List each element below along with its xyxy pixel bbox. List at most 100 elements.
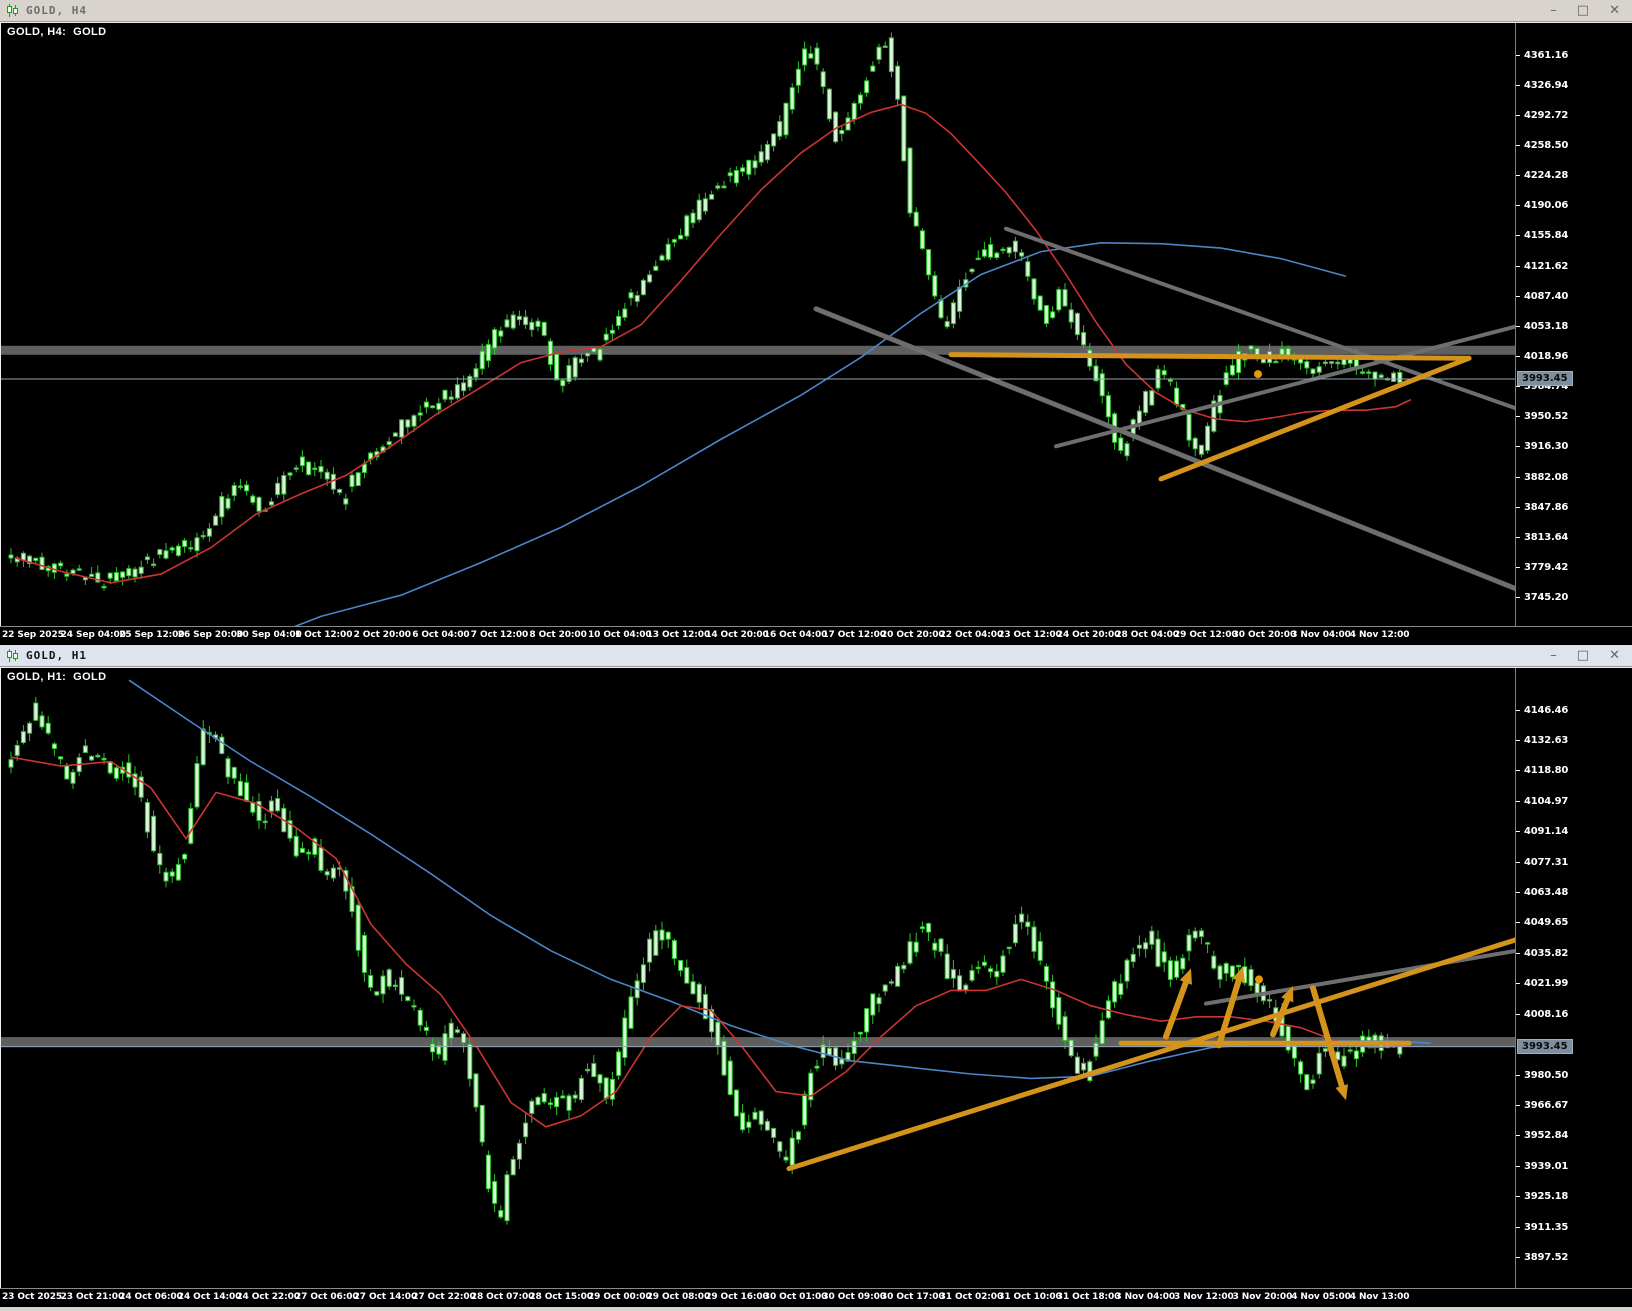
- price-tick: 4146.46: [1516, 704, 1568, 716]
- chart-window-h4: GOLD, H4 – □ ✕ GOLD, H4: GOLD 4361.16 432…: [0, 0, 1632, 645]
- price-tick: 4091.14: [1516, 826, 1568, 838]
- time-tick-label: 28 Oct 04:00: [1115, 630, 1179, 640]
- price-tick: 3911.35: [1516, 1221, 1568, 1233]
- chart-symbol-label: GOLD, H1: GOLD: [7, 671, 107, 683]
- orange-drawings-layer: [948, 352, 1472, 482]
- time-tick-label: 24 Oct 22:00: [236, 1292, 300, 1302]
- price-tick: 4258.50: [1516, 139, 1568, 151]
- ma_fast-line: [10, 756, 1410, 1128]
- window-edge: [0, 1307, 1632, 1311]
- titlebar-h1[interactable]: GOLD, H1 – □ ✕: [0, 645, 1632, 667]
- window-title: GOLD, H4: [26, 4, 87, 17]
- minimize-button[interactable]: –: [1550, 3, 1557, 18]
- time-tick-label: 3 Nov 04:00: [1291, 630, 1351, 640]
- time-tick-label: 24 Oct 20:00: [1056, 630, 1121, 640]
- price-tick: 3950.52: [1516, 411, 1568, 423]
- time-tick-label: 8 Oct 20:00: [529, 630, 587, 640]
- close-button[interactable]: ✕: [1609, 3, 1620, 18]
- chart-symbol-label: GOLD, H4: GOLD: [7, 26, 107, 38]
- price-tick: 4018.96: [1516, 350, 1568, 362]
- time-tick-label: 2 Oct 20:00: [353, 630, 411, 640]
- current-price-badge: 3993.45: [1517, 1038, 1573, 1054]
- window-title: GOLD, H1: [26, 649, 87, 662]
- background-drawings: [1, 1037, 1516, 1048]
- close-button[interactable]: ✕: [1609, 648, 1620, 663]
- time-axis-h4[interactable]: 22 Sep 2025 24 Sep 04:00 25 Sep 12:00 26 Se…: [0, 626, 1632, 645]
- price-tick: 3966.67: [1516, 1100, 1568, 1112]
- titlebar-h4[interactable]: GOLD, H4 – □ ✕: [0, 0, 1632, 22]
- time-tick-label: 14 Oct 20:00: [705, 630, 769, 640]
- price-tick: 4021.99: [1516, 978, 1568, 990]
- gray-trendlines-layer: [813, 226, 1516, 592]
- candlestick-icon: [6, 4, 20, 17]
- time-tick-label: 27 Oct 06:00: [295, 1292, 359, 1302]
- price-tick: 3980.50: [1516, 1069, 1568, 1081]
- time-tick-label: 3 Nov 04:00: [1115, 1292, 1176, 1302]
- time-tick-label: 7 Oct 12:00: [470, 630, 529, 640]
- price-tick: 3939.01: [1516, 1160, 1568, 1172]
- ma_fast-line: [15, 103, 1412, 584]
- background-drawings: [1, 345, 1516, 355]
- price-tick: 3925.18: [1516, 1191, 1568, 1203]
- time-tick-label: 10 Oct 04:00: [588, 630, 652, 640]
- price-tick: 4118.80: [1516, 765, 1568, 777]
- time-tick-label: 3 Nov 20:00: [1232, 1292, 1293, 1302]
- maximize-button[interactable]: □: [1576, 648, 1590, 663]
- time-tick-label: 28 Oct 07:00: [470, 1292, 535, 1302]
- time-tick-label: 31 Oct 02:00: [939, 1292, 1004, 1302]
- price-tick: 4104.97: [1516, 795, 1568, 807]
- time-tick-label: 25 Sep 12:00: [119, 630, 185, 640]
- time-tick-label: 30 Oct 20:00: [1232, 630, 1297, 640]
- time-tick-label: 13 Oct 12:00: [646, 630, 711, 640]
- time-tick-label: 23 Oct 12:00: [998, 630, 1062, 640]
- price-tick: 3813.64: [1516, 531, 1568, 543]
- price-tick: 4155.84: [1516, 230, 1568, 242]
- time-tick-label: 30 Oct 09:00: [822, 1292, 886, 1302]
- price-tick: 4292.72: [1516, 109, 1568, 121]
- time-tick-label: 31 Oct 18:00: [1056, 1292, 1121, 1302]
- price-tick: 4077.31: [1516, 856, 1568, 868]
- time-tick-label: 22 Sep 2025: [2, 630, 64, 640]
- price-tick: 4049.65: [1516, 917, 1568, 929]
- candles-layer: [8, 32, 1403, 591]
- time-tick-label: 4 Nov 12:00: [1349, 630, 1410, 640]
- ma_slow-line: [128, 679, 1432, 1080]
- time-tick-label: 6 Oct 04:00: [412, 630, 470, 640]
- price-tick: 4132.63: [1516, 734, 1568, 746]
- time-tick-label: 31 Oct 10:00: [998, 1292, 1062, 1302]
- price-tick: 3882.08: [1516, 471, 1568, 483]
- time-tick-label: 29 Oct 08:00: [646, 1292, 711, 1302]
- price-tick: 4008.16: [1516, 1008, 1568, 1020]
- price-tick: 4121.62: [1516, 260, 1568, 272]
- price-tick: 3952.84: [1516, 1130, 1568, 1142]
- time-axis-h1[interactable]: 23 Oct 2025 23 Oct 21:00 24 Oct 06:00 24 Oc…: [0, 1288, 1632, 1307]
- time-tick-label: 16 Oct 04:00: [763, 630, 828, 640]
- time-tick-label: 4 Nov 05:00: [1291, 1292, 1351, 1302]
- price-axis-h1[interactable]: 4146.46 4132.63 4118.80 4104.97 4091.14 4077.…: [1515, 668, 1632, 1288]
- candlestick-icon: [6, 649, 20, 662]
- chart-canvas-h4[interactable]: [1, 23, 1516, 627]
- price-tick: 4361.16: [1516, 49, 1568, 61]
- maximize-button[interactable]: □: [1576, 3, 1590, 18]
- moving-averages-layer: [15, 103, 1412, 627]
- price-tick: 4326.94: [1516, 79, 1568, 91]
- ma_slow-line: [291, 241, 1347, 627]
- time-tick-label: 23 Oct 21:00: [60, 1292, 125, 1302]
- price-tick: 3779.42: [1516, 562, 1568, 574]
- price-tick: 4063.48: [1516, 887, 1568, 899]
- time-tick-label: 29 Oct 00:00: [588, 1292, 652, 1302]
- time-tick-label: 24 Sep 04:00: [60, 630, 126, 640]
- time-tick-label: 4 Nov 13:00: [1349, 1292, 1410, 1302]
- time-tick-label: 24 Oct 06:00: [119, 1292, 183, 1302]
- price-tick: 4224.28: [1516, 170, 1568, 182]
- time-tick-label: 29 Oct 12:00: [1174, 630, 1238, 640]
- price-tick: 3847.86: [1516, 501, 1568, 513]
- price-axis-h4[interactable]: 4361.16 4326.94 4292.72 4258.50 4224.28 4190.…: [1515, 23, 1632, 626]
- minimize-button[interactable]: –: [1550, 648, 1557, 663]
- chart-canvas-h1[interactable]: [1, 668, 1516, 1289]
- candles-layer: [8, 696, 1403, 1225]
- price-tick: 4053.18: [1516, 320, 1568, 332]
- chart-area-h1: GOLD, H1: GOLD 4146.46 4132.63 4118.80 4104…: [0, 667, 1632, 1288]
- time-tick-label: 30 Oct 01:00: [763, 1292, 828, 1302]
